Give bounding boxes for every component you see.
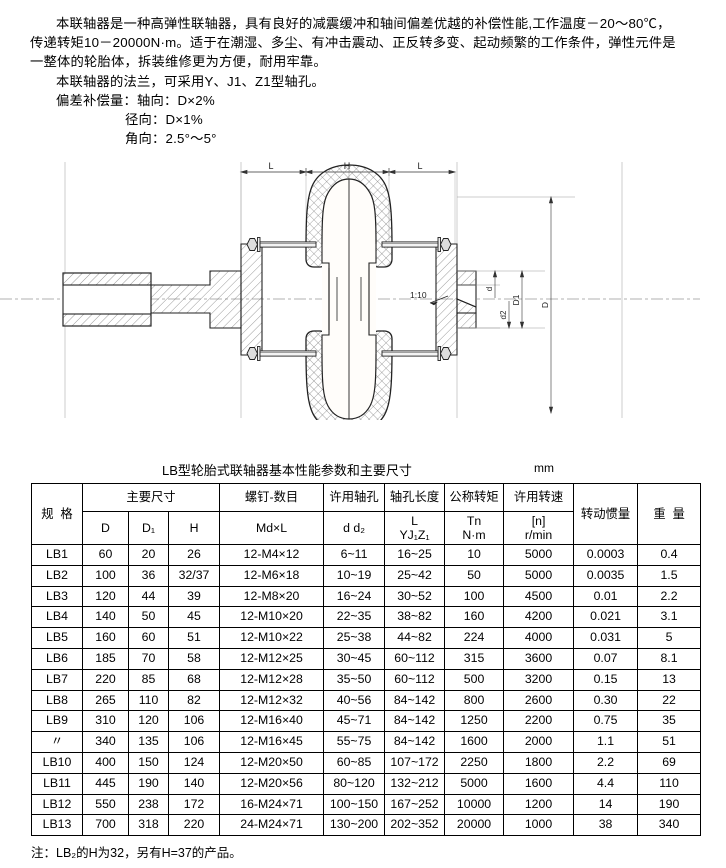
svg-text:1:10: 1:10 [410, 290, 427, 300]
svg-text:d2: d2 [499, 310, 508, 319]
svg-text:L: L [417, 161, 422, 171]
svg-text:L: L [268, 161, 273, 171]
svg-text:d: d [485, 287, 494, 291]
svg-text:D: D [540, 302, 550, 308]
svg-text:D1: D1 [511, 294, 521, 305]
